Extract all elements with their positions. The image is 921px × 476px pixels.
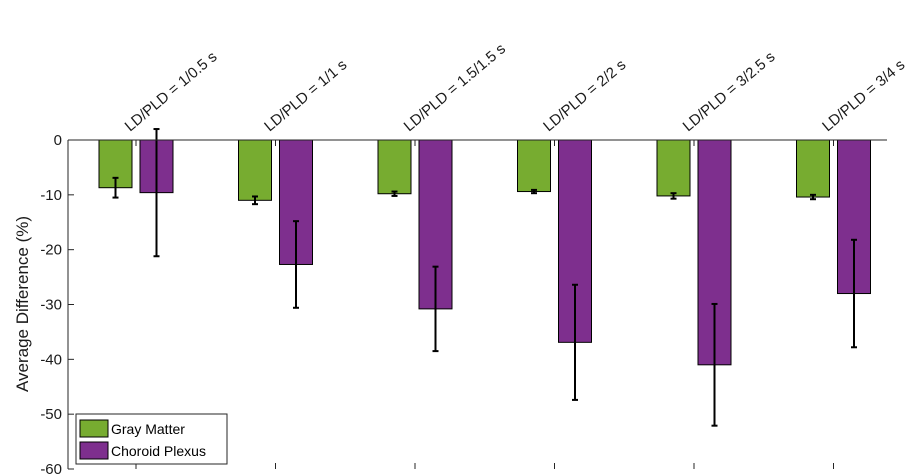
y-tick-label: -60 [40, 461, 62, 476]
y-tick-label: -10 [40, 187, 62, 204]
bar-gray-matter-6 [796, 139, 830, 198]
error-bar-gray-matter-4 [531, 188, 537, 195]
error-bar-gray-matter-5 [670, 192, 677, 200]
bars-layer [98, 139, 871, 366]
y-axis-title: Average Difference (%) [13, 216, 32, 392]
axes-layer [67, 139, 887, 470]
error-bar-choroid-plexus-1 [153, 128, 160, 258]
category-label-6: LD/PLD = 3/4 s [819, 56, 908, 135]
y-tick-label: 0 [54, 132, 62, 149]
legend-swatch-gray-matter [79, 419, 109, 438]
y-tick-label: -20 [40, 242, 62, 259]
legend: Gray Matter Choroid Plexus [75, 413, 228, 465]
bar-gray-matter-3 [377, 139, 412, 195]
error-bar-choroid-plexus-5 [711, 302, 718, 427]
error-bar-choroid-plexus-6 [851, 238, 857, 349]
y-tick-label: -30 [40, 297, 62, 314]
legend-label-gray-matter: Gray Matter [111, 421, 185, 437]
bar-gray-matter-2 [238, 139, 272, 201]
error-bar-choroid-plexus-2 [293, 220, 299, 309]
error-bar-gray-matter-1 [112, 176, 119, 199]
error-bars-layer [112, 128, 857, 427]
category-label-5: LD/PLD = 3/2.5 s [680, 48, 779, 135]
legend-label-choroid-plexus: Choroid Plexus [111, 443, 206, 459]
category-label-2: LD/PLD = 1/1 s [261, 56, 350, 135]
y-tick-label: -50 [40, 406, 62, 423]
category-label-1: LD/PLD = 1/0.5 s [122, 48, 221, 135]
error-bar-gray-matter-6 [810, 193, 816, 201]
category-label-4: LD/PLD = 2/2 s [540, 56, 629, 135]
bar-gray-matter-5 [656, 139, 691, 197]
error-bar-gray-matter-3 [391, 190, 398, 197]
error-bar-choroid-plexus-4 [572, 283, 578, 401]
error-bar-gray-matter-2 [252, 195, 258, 206]
labels-layer: 0 -10 -20 -30 -40 -50 -60 LD/PLD = 1/0.5 s LD/PL… [40, 40, 908, 476]
category-label-3: LD/PLD = 1.5/1.5 s [401, 40, 509, 135]
error-bar-choroid-plexus-3 [432, 265, 439, 353]
y-tick-label: -40 [40, 351, 62, 368]
bar-gray-matter-4 [517, 139, 551, 193]
legend-swatch-choroid-plexus [79, 441, 109, 460]
